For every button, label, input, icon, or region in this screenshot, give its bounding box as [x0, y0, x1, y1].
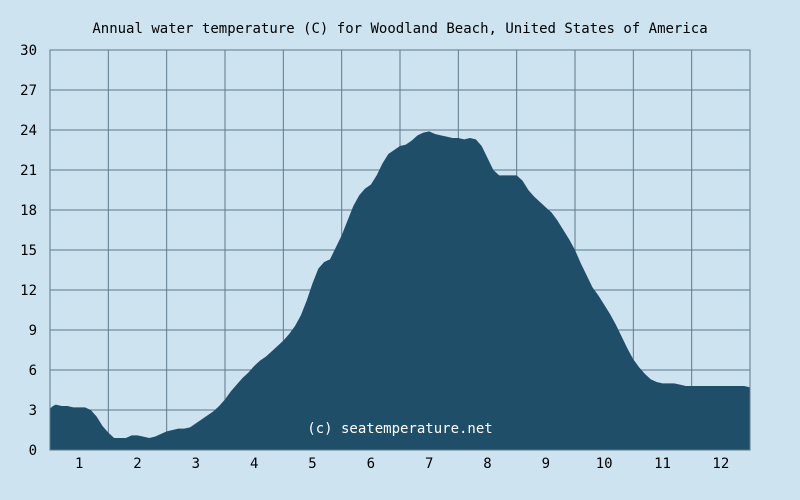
- y-tick-label: 9: [29, 323, 37, 339]
- x-tick-label: 1: [75, 456, 83, 472]
- x-tick-label: 12: [712, 456, 729, 472]
- x-tick-label: 11: [654, 456, 671, 472]
- y-tick-label: 30: [20, 43, 37, 59]
- y-tick-label: 3: [29, 403, 37, 419]
- y-tick-label: 24: [20, 123, 37, 139]
- x-tick-label: 5: [308, 456, 316, 472]
- y-tick-label: 27: [20, 83, 37, 99]
- y-tick-label: 21: [20, 163, 37, 179]
- x-tick-label: 2: [133, 456, 141, 472]
- chart-title: Annual water temperature (C) for Woodlan…: [92, 21, 707, 37]
- copyright-annotation: (c) seatemperature.net: [307, 421, 492, 437]
- y-tick-label: 6: [29, 363, 37, 379]
- y-tick-label: 15: [20, 243, 37, 259]
- x-tick-label: 6: [367, 456, 375, 472]
- x-tick-label: 3: [192, 456, 200, 472]
- y-tick-label: 0: [29, 443, 37, 459]
- y-tick-label: 12: [20, 283, 37, 299]
- x-tick-label: 8: [483, 456, 491, 472]
- plot-frame: [49, 49, 751, 451]
- y-tick-label: 18: [20, 203, 37, 219]
- x-tick-label: 10: [596, 456, 613, 472]
- x-tick-label: 4: [250, 456, 258, 472]
- x-tick-label: 9: [542, 456, 550, 472]
- temperature-area-series: [50, 131, 750, 450]
- x-tick-label: 7: [425, 456, 433, 472]
